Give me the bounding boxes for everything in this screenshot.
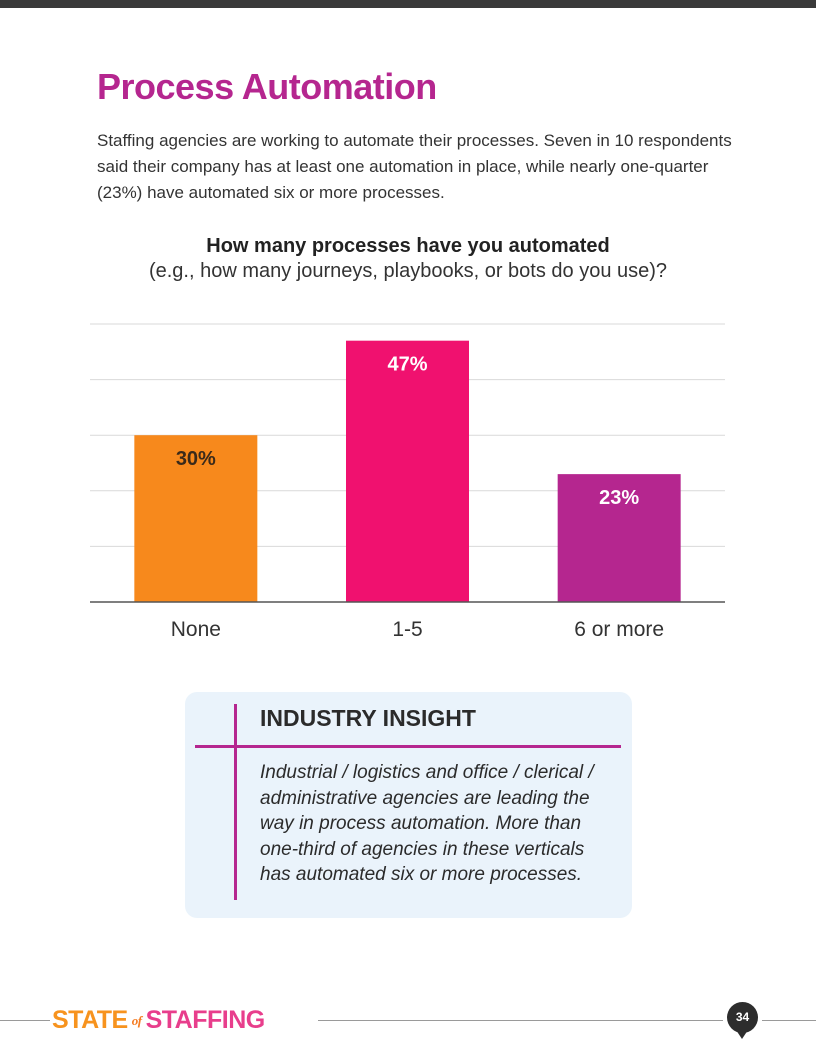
page-title: Process Automation [97,66,437,107]
state-of-staffing-logo: STATE of STAFFING [52,1006,265,1035]
bar-chart: 30% None 47% 1-5 23% 6 or more [90,323,725,641]
insight-horizontal-rule [195,745,621,748]
chart-subtitle: (e.g., how many journeys, playbooks, or … [148,260,668,282]
bar [346,340,469,602]
category-label: None [171,618,221,641]
data-label: 30% [176,448,216,470]
insight-heading: INDUSTRY INSIGHT [260,705,476,731]
intro-paragraph: Staffing agencies are working to automat… [97,131,732,202]
category-label: 6 or more [574,618,664,641]
data-label: 47% [387,354,427,376]
logo-staffing: STAFFING [145,1006,266,1034]
bar [134,435,258,602]
bar [557,474,681,602]
top-bar [0,0,816,8]
chart-title: How many processes have you automated [206,235,610,257]
footer-rule-middle [318,1020,723,1021]
category-label: 1-5 [392,618,422,641]
data-label: 23% [599,487,639,509]
logo-state: STATE [52,1006,128,1034]
industry-insight-box: INDUSTRY INSIGHT Industrial / logistics … [185,692,632,918]
insight-body: Industrial / logistics and office / cler… [260,762,594,885]
footer-rule-left [0,1020,50,1021]
logo-of: of [131,1013,142,1029]
page-number-badge: 34 [727,1002,758,1033]
page-number-badge-pointer [736,1030,748,1039]
footer-rule-right [762,1020,816,1021]
insight-vertical-rule [234,704,237,900]
